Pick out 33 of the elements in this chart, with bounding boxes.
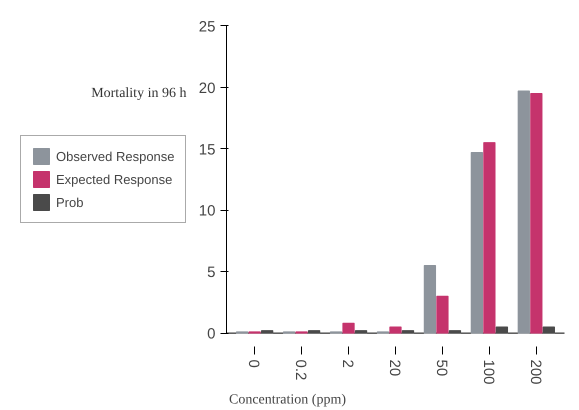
bar — [436, 296, 449, 334]
x-tick-label: 200 — [526, 360, 544, 385]
y-tick-label: 25 — [198, 18, 216, 36]
x-tick-label: 0.2 — [292, 360, 310, 380]
x-tick-label: 20 — [386, 360, 403, 376]
bar — [448, 330, 462, 334]
x-tick-label: 100 — [480, 360, 497, 385]
x-axis-title: Concentration (ppm) — [228, 392, 346, 408]
y-tick-label: 15 — [198, 141, 216, 158]
legend-label: Expected Response — [56, 172, 172, 186]
bar — [518, 90, 530, 334]
x-tick-label: 2 — [339, 360, 356, 368]
y-tick-label: 5 — [207, 264, 216, 282]
bar — [542, 326, 555, 334]
y-tick-label: 0 — [207, 326, 216, 343]
bar — [470, 152, 483, 334]
y-axis-title: Mortality in 96 h — [91, 86, 186, 101]
y-tick-label: 20 — [198, 80, 216, 97]
bar — [496, 326, 508, 334]
x-tick-label: 0 — [245, 360, 262, 368]
legend-label: Prob — [56, 194, 84, 210]
legend-label: Observed Response — [56, 148, 175, 164]
y-tick-label: 10 — [198, 202, 216, 220]
bar — [530, 92, 542, 334]
bar — [261, 330, 274, 334]
bar — [424, 265, 436, 334]
bar — [308, 330, 320, 334]
x-tick-label: 50 — [432, 360, 450, 376]
bar — [402, 330, 414, 334]
bar — [483, 142, 496, 334]
bar — [354, 330, 368, 334]
bar — [342, 322, 355, 334]
bar — [389, 326, 402, 334]
